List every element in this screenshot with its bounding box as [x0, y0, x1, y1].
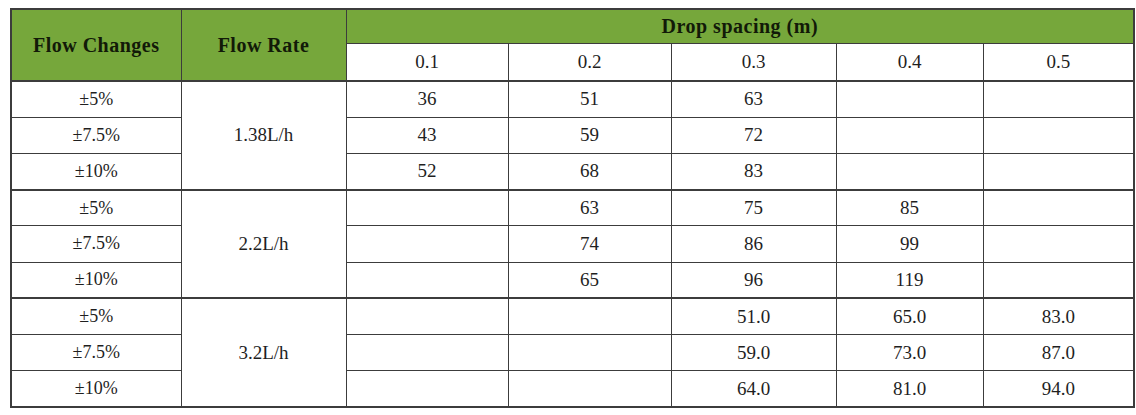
flow-change-cell: ±5%	[11, 81, 181, 117]
flow-change-cell: ±10%	[11, 371, 181, 407]
value-cell	[346, 226, 508, 262]
value-cell: 65.0	[836, 298, 983, 334]
flow-change-cell: ±10%	[11, 262, 181, 298]
value-cell: 85	[836, 190, 983, 226]
table-row: ±10% 65 96 119	[11, 262, 1134, 298]
table-row: ±5% 3.2L/h 51.0 65.0 83.0	[11, 298, 1134, 334]
value-cell: 83.0	[983, 298, 1134, 334]
value-cell: 68	[508, 153, 671, 189]
value-cell: 63	[671, 81, 836, 117]
value-cell	[983, 190, 1134, 226]
value-cell: 51	[508, 81, 671, 117]
drip-spacing-table-container: Flow Changes Flow Rate Drop spacing (m) …	[0, 0, 1136, 415]
value-cell: 52	[346, 153, 508, 189]
value-cell: 63	[508, 190, 671, 226]
flow-change-cell: ±5%	[11, 298, 181, 334]
value-cell	[346, 298, 508, 334]
header-row-top: Flow Changes Flow Rate Drop spacing (m)	[11, 9, 1134, 43]
drop-spacing-table: Flow Changes Flow Rate Drop spacing (m) …	[10, 8, 1135, 408]
flow-change-cell: ±7.5%	[11, 226, 181, 262]
table-row: ±10% 64.0 81.0 94.0	[11, 371, 1134, 407]
subheader-spacing-4: 0.4	[836, 43, 983, 81]
value-cell	[983, 81, 1134, 117]
value-cell: 87.0	[983, 335, 1134, 371]
value-cell	[983, 117, 1134, 153]
value-cell: 119	[836, 262, 983, 298]
table-row: ±10% 52 68 83	[11, 153, 1134, 189]
subheader-spacing-1: 0.1	[346, 43, 508, 81]
flow-change-cell: ±5%	[11, 190, 181, 226]
value-cell: 59.0	[671, 335, 836, 371]
value-cell: 65	[508, 262, 671, 298]
subheader-spacing-2: 0.2	[508, 43, 671, 81]
value-cell: 64.0	[671, 371, 836, 407]
value-cell	[508, 371, 671, 407]
subheader-spacing-5: 0.5	[983, 43, 1134, 81]
value-cell: 72	[671, 117, 836, 153]
value-cell	[346, 262, 508, 298]
value-cell	[508, 298, 671, 334]
value-cell: 81.0	[836, 371, 983, 407]
value-cell	[346, 371, 508, 407]
value-cell	[346, 335, 508, 371]
value-cell	[983, 262, 1134, 298]
value-cell: 86	[671, 226, 836, 262]
value-cell: 73.0	[836, 335, 983, 371]
flow-change-cell: ±7.5%	[11, 117, 181, 153]
header-flow-rate: Flow Rate	[181, 9, 346, 81]
header-drop-spacing: Drop spacing (m)	[346, 9, 1134, 43]
value-cell	[836, 81, 983, 117]
table-row: ±5% 1.38L/h 36 51 63	[11, 81, 1134, 117]
value-cell: 59	[508, 117, 671, 153]
header-flow-changes: Flow Changes	[11, 9, 181, 81]
value-cell: 51.0	[671, 298, 836, 334]
table-row: ±7.5% 43 59 72	[11, 117, 1134, 153]
table-row: ±7.5% 59.0 73.0 87.0	[11, 335, 1134, 371]
value-cell: 75	[671, 190, 836, 226]
value-cell	[346, 190, 508, 226]
table-row: ±5% 2.2L/h 63 75 85	[11, 190, 1134, 226]
value-cell: 74	[508, 226, 671, 262]
flow-change-cell: ±7.5%	[11, 335, 181, 371]
flow-change-cell: ±10%	[11, 153, 181, 189]
value-cell	[836, 117, 983, 153]
subheader-spacing-3: 0.3	[671, 43, 836, 81]
value-cell	[983, 226, 1134, 262]
value-cell	[983, 153, 1134, 189]
value-cell	[508, 335, 671, 371]
value-cell: 43	[346, 117, 508, 153]
value-cell	[836, 153, 983, 189]
value-cell: 83	[671, 153, 836, 189]
value-cell: 99	[836, 226, 983, 262]
flow-rate-cell: 3.2L/h	[181, 298, 346, 407]
flow-rate-cell: 1.38L/h	[181, 81, 346, 190]
flow-rate-cell: 2.2L/h	[181, 190, 346, 299]
value-cell: 96	[671, 262, 836, 298]
table-row: ±7.5% 74 86 99	[11, 226, 1134, 262]
value-cell: 94.0	[983, 371, 1134, 407]
value-cell: 36	[346, 81, 508, 117]
